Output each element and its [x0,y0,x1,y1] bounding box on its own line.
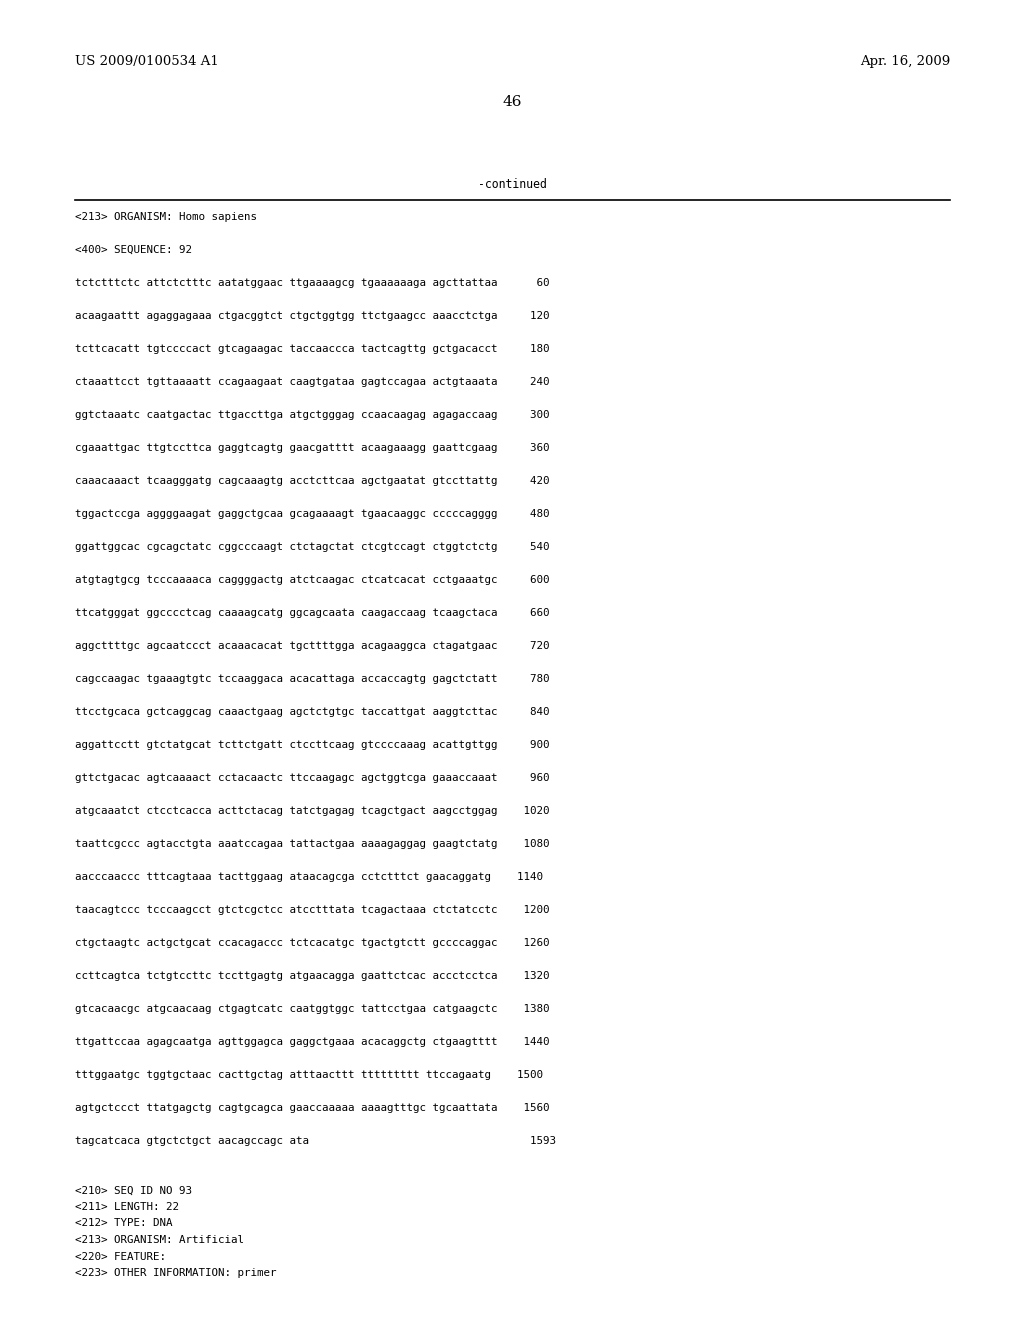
Text: tcttcacatt tgtccccact gtcagaagac taccaaccca tactcagttg gctgacacct     180: tcttcacatt tgtccccact gtcagaagac taccaac… [75,345,550,354]
Text: caaacaaact tcaagggatg cagcaaagtg acctcttcaa agctgaatat gtccttattg     420: caaacaaact tcaagggatg cagcaaagtg acctctt… [75,477,550,486]
Text: <400> SEQUENCE: 92: <400> SEQUENCE: 92 [75,246,193,255]
Text: -continued: -continued [477,178,547,191]
Text: ccttcagtca tctgtccttc tccttgagtg atgaacagga gaattctcac accctcctca    1320: ccttcagtca tctgtccttc tccttgagtg atgaaca… [75,972,550,981]
Text: ttcctgcaca gctcaggcag caaactgaag agctctgtgc taccattgat aaggtcttac     840: ttcctgcaca gctcaggcag caaactgaag agctctg… [75,708,550,717]
Text: agtgctccct ttatgagctg cagtgcagca gaaccaaaaa aaaagtttgc tgcaattata    1560: agtgctccct ttatgagctg cagtgcagca gaaccaa… [75,1104,550,1113]
Text: US 2009/0100534 A1: US 2009/0100534 A1 [75,55,219,69]
Text: taacagtccc tcccaagcct gtctcgctcc atcctttata tcagactaaa ctctatcctc    1200: taacagtccc tcccaagcct gtctcgctcc atccttt… [75,906,550,915]
Text: gttctgacac agtcaaaact cctacaactc ttccaagagc agctggtcga gaaaccaaat     960: gttctgacac agtcaaaact cctacaactc ttccaag… [75,774,550,783]
Text: acaagaattt agaggagaaa ctgacggtct ctgctggtgg ttctgaagcc aaacctctga     120: acaagaattt agaggagaaa ctgacggtct ctgctgg… [75,312,550,321]
Text: <223> OTHER INFORMATION: primer: <223> OTHER INFORMATION: primer [75,1269,276,1278]
Text: gtcacaacgc atgcaacaag ctgagtcatc caatggtggc tattcctgaa catgaagctc    1380: gtcacaacgc atgcaacaag ctgagtcatc caatggt… [75,1005,550,1014]
Text: ggtctaaatc caatgactac ttgaccttga atgctgggag ccaacaagag agagaccaag     300: ggtctaaatc caatgactac ttgaccttga atgctgg… [75,411,550,420]
Text: atgcaaatct ctcctcacca acttctacag tatctgagag tcagctgact aagcctggag    1020: atgcaaatct ctcctcacca acttctacag tatctga… [75,807,550,816]
Text: <210> SEQ ID NO 93: <210> SEQ ID NO 93 [75,1185,193,1196]
Text: Apr. 16, 2009: Apr. 16, 2009 [860,55,950,69]
Text: ctgctaagtc actgctgcat ccacagaccc tctcacatgc tgactgtctt gccccaggac    1260: ctgctaagtc actgctgcat ccacagaccc tctcaca… [75,939,550,948]
Text: tagcatcaca gtgctctgct aacagccagc ata                                  1593: tagcatcaca gtgctctgct aacagccagc ata 159… [75,1137,556,1146]
Text: ggattggcac cgcagctatc cggcccaagt ctctagctat ctcgtccagt ctggtctctg     540: ggattggcac cgcagctatc cggcccaagt ctctagc… [75,543,550,552]
Text: tggactccga aggggaagat gaggctgcaa gcagaaaagt tgaacaaggc cccccagggg     480: tggactccga aggggaagat gaggctgcaa gcagaaa… [75,510,550,519]
Text: ttcatgggat ggcccctcag caaaagcatg ggcagcaata caagaccaag tcaagctaca     660: ttcatgggat ggcccctcag caaaagcatg ggcagca… [75,609,550,618]
Text: atgtagtgcg tcccaaaaca caggggactg atctcaagac ctcatcacat cctgaaatgc     600: atgtagtgcg tcccaaaaca caggggactg atctcaa… [75,576,550,585]
Text: tttggaatgc tggtgctaac cacttgctag atttaacttt ttttttttt ttccagaatg    1500: tttggaatgc tggtgctaac cacttgctag atttaac… [75,1071,543,1080]
Text: ctaaattcct tgttaaaatt ccagaagaat caagtgataa gagtccagaa actgtaaata     240: ctaaattcct tgttaaaatt ccagaagaat caagtga… [75,378,550,387]
Text: ttgattccaa agagcaatga agttggagca gaggctgaaa acacaggctg ctgaagtttt    1440: ttgattccaa agagcaatga agttggagca gaggctg… [75,1038,550,1047]
Text: taattcgccc agtacctgta aaatccagaa tattactgaa aaaagaggag gaagtctatg    1080: taattcgccc agtacctgta aaatccagaa tattact… [75,840,550,849]
Text: <220> FEATURE:: <220> FEATURE: [75,1251,166,1262]
Text: cagccaagac tgaaagtgtc tccaaggaca acacattaga accaccagtg gagctctatt     780: cagccaagac tgaaagtgtc tccaaggaca acacatt… [75,675,550,684]
Text: tctctttctc attctctttc aatatggaac ttgaaaagcg tgaaaaaaga agcttattaa      60: tctctttctc attctctttc aatatggaac ttgaaaa… [75,279,550,288]
Text: cgaaattgac ttgtccttca gaggtcagtg gaacgatttt acaagaaagg gaattcgaag     360: cgaaattgac ttgtccttca gaggtcagtg gaacgat… [75,444,550,453]
Text: <213> ORGANISM: Homo sapiens: <213> ORGANISM: Homo sapiens [75,213,257,222]
Text: <212> TYPE: DNA: <212> TYPE: DNA [75,1218,172,1229]
Text: aggattcctt gtctatgcat tcttctgatt ctccttcaag gtccccaaag acattgttgg     900: aggattcctt gtctatgcat tcttctgatt ctccttc… [75,741,550,750]
Text: <211> LENGTH: 22: <211> LENGTH: 22 [75,1203,179,1212]
Text: 46: 46 [502,95,522,110]
Text: aggcttttgc agcaatccct acaaacacat tgcttttgga acagaaggca ctagatgaac     720: aggcttttgc agcaatccct acaaacacat tgctttt… [75,642,550,651]
Text: aacccaaccc tttcagtaaa tacttggaag ataacagcga cctctttct gaacaggatg    1140: aacccaaccc tttcagtaaa tacttggaag ataacag… [75,873,543,882]
Text: <213> ORGANISM: Artificial: <213> ORGANISM: Artificial [75,1236,244,1245]
